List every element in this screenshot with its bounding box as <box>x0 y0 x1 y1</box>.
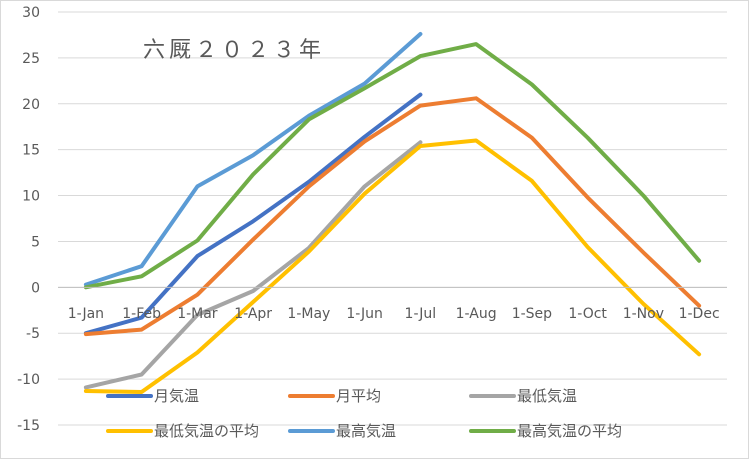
series-line-4 <box>83 32 423 287</box>
series-line-5 <box>83 42 702 290</box>
x-tick-label: 1-Oct <box>568 306 607 322</box>
y-tick-label: 10 <box>22 189 40 205</box>
series-lines <box>83 32 702 394</box>
legend-label: 最低気温の平均 <box>154 422 259 440</box>
x-tick-label: 1-Jan <box>68 306 104 322</box>
x-tick-label: 1-Apr <box>234 306 272 322</box>
x-tick-label: 1-Jun <box>346 306 383 322</box>
y-tick-label: 15 <box>22 143 40 159</box>
y-tick-label: 30 <box>22 5 40 21</box>
y-tick-label: -10 <box>17 372 40 388</box>
y-tick-label: 25 <box>22 51 40 67</box>
y-axis: -15 -10 -5 0 5 10 15 20 25 30 <box>17 5 40 434</box>
y-tick-label: -15 <box>17 418 40 434</box>
x-tick-label: 1-Aug <box>456 306 497 322</box>
series-line-1 <box>83 96 702 337</box>
series-line-2 <box>83 140 423 390</box>
legend-label: 月平均 <box>336 387 381 405</box>
chart-title: 六厩２０２３年 <box>143 38 325 63</box>
x-axis: 1-Jan 1-Feb 1-Mar 1-Apr 1-May 1-Jun 1-Jul 1-Aug… <box>58 286 727 322</box>
x-tick-label: 1-May <box>287 306 330 322</box>
legend-label: 最高気温 <box>336 422 396 440</box>
x-tick-label: 1-Nov <box>623 306 664 322</box>
x-tick-label: 1-Mar <box>177 306 218 322</box>
series-line-3 <box>83 138 702 394</box>
y-tick-label: -5 <box>26 326 40 342</box>
legend-label: 月気温 <box>154 387 199 405</box>
x-tick-label: 1-Jul <box>405 306 437 322</box>
y-tick-label: 5 <box>31 234 40 250</box>
y-tick-label: 20 <box>22 97 40 113</box>
legend-label: 最低気温 <box>517 387 577 405</box>
x-tick-label: 1-Dec <box>679 306 720 322</box>
x-tick-label: 1-Sep <box>512 306 552 322</box>
legend-label: 最高気温の平均 <box>517 422 622 440</box>
x-tick-label: 1-Feb <box>122 306 161 322</box>
series-line-0 <box>83 92 423 336</box>
y-tick-label: 0 <box>31 280 40 296</box>
